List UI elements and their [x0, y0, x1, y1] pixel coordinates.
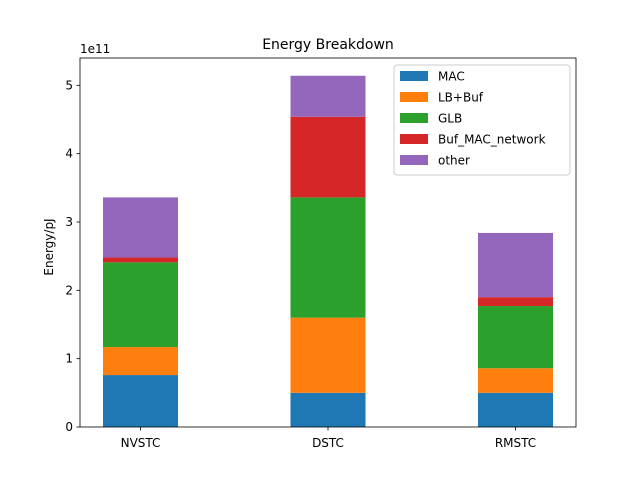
x-tick-label: NVSTC [121, 436, 161, 450]
y-axis-label: Energy/pJ [42, 218, 56, 275]
y-tick-label: 1 [65, 352, 73, 366]
axes-layer: 0 1 2 3 4 5 NVSTC DSTC RMSTC [65, 57, 577, 450]
bar-mac-dstc [290, 392, 366, 427]
bar-other-rmstc [478, 232, 553, 298]
bars-layer [103, 75, 553, 427]
y-tick-label: 0 [65, 420, 73, 434]
chart-title: Energy Breakdown [262, 37, 394, 53]
bar-buf-mac-network-nvstc [103, 257, 178, 263]
bar-other-nvstc [103, 197, 178, 258]
legend-swatch-mac [400, 71, 428, 81]
bar-lb-buf-nvstc [103, 347, 178, 376]
x-tick-label: DSTC [312, 436, 344, 450]
legend-swatch-lb-buf [400, 92, 428, 102]
bar-lb-buf-dstc [290, 317, 366, 393]
legend-label-mac: MAC [438, 70, 465, 84]
y-tick-label: 2 [65, 283, 73, 297]
bar-other-dstc [290, 75, 366, 117]
legend-box [393, 64, 571, 176]
legend-swatch-buf-mac-network [400, 134, 428, 144]
legend-swatch-other [400, 155, 428, 165]
bar-glb-dstc [290, 197, 366, 318]
bar-glb-nvstc [103, 262, 178, 348]
y-tick-label: 3 [65, 215, 73, 229]
y-tick-label: 4 [65, 147, 73, 161]
legend-label-lb-buf: LB+Buf [438, 91, 484, 105]
bar-buf-mac-network-rmstc [478, 297, 553, 307]
bar-buf-mac-network-dstc [290, 116, 366, 198]
bar-glb-rmstc [478, 306, 553, 369]
legend-swatch-glb [400, 113, 428, 123]
legend-label-other: other [438, 154, 470, 168]
bar-mac-nvstc [103, 375, 178, 427]
bar-mac-rmstc [478, 392, 553, 427]
x-tick-label: RMSTC [495, 436, 536, 450]
bar-lb-buf-rmstc [478, 368, 553, 393]
legend-label-glb: GLB [438, 112, 462, 126]
y-tick-label: 5 [65, 78, 73, 92]
y-axis-scale-label: 1e11 [80, 42, 110, 56]
legend-label-buf-mac-network: Buf_MAC_network [438, 133, 546, 147]
